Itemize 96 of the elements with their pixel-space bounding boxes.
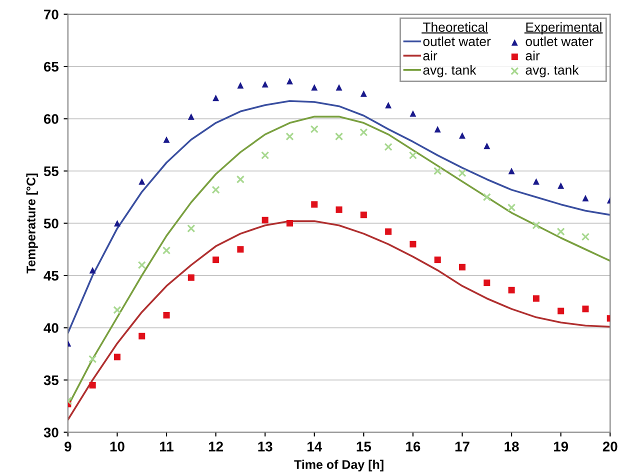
point xyxy=(212,186,220,194)
point xyxy=(508,168,515,174)
point xyxy=(261,151,270,160)
point xyxy=(458,169,466,178)
point xyxy=(88,355,97,364)
point xyxy=(410,110,416,117)
point xyxy=(556,228,565,236)
point xyxy=(262,81,268,88)
point xyxy=(163,312,170,318)
x-tick-label: 20 xyxy=(602,442,618,452)
point xyxy=(89,267,96,274)
point xyxy=(162,246,171,255)
point xyxy=(434,166,442,176)
y-axis-title: Temperature [°C] xyxy=(26,174,38,274)
point xyxy=(212,256,220,264)
x-tick-label: 10 xyxy=(110,442,124,452)
legend-label: air xyxy=(526,50,540,60)
x-tick-label: 16 xyxy=(406,442,420,452)
point xyxy=(188,274,194,281)
point xyxy=(310,125,318,134)
y-tick-label: 40 xyxy=(44,323,58,333)
point xyxy=(262,216,268,224)
point xyxy=(360,212,367,218)
point xyxy=(434,256,441,264)
point xyxy=(508,286,515,294)
point xyxy=(385,228,392,235)
point xyxy=(311,84,318,91)
legend-label: outlet water xyxy=(526,36,594,46)
point xyxy=(114,220,120,227)
point xyxy=(459,264,466,270)
point xyxy=(212,94,220,102)
line-series xyxy=(68,220,610,421)
x-tick-label: 18 xyxy=(504,442,519,452)
point xyxy=(558,182,564,189)
x-tick-label: 19 xyxy=(554,442,568,452)
point xyxy=(237,246,244,253)
point xyxy=(410,240,416,248)
point xyxy=(434,126,441,132)
point xyxy=(384,142,392,152)
point xyxy=(286,132,294,141)
point xyxy=(334,132,344,141)
x-tick-label: 12 xyxy=(208,442,223,452)
point xyxy=(114,354,120,360)
point xyxy=(138,332,146,340)
point xyxy=(385,102,392,108)
line-series xyxy=(68,100,610,334)
point xyxy=(89,382,96,388)
legend-label: outlet water xyxy=(423,36,491,46)
x-tick-label: 17 xyxy=(455,442,470,452)
point xyxy=(336,84,342,91)
point xyxy=(237,82,244,89)
x-tick-label: 13 xyxy=(258,442,272,452)
x-axis-title: Time of Day [h] xyxy=(294,460,384,472)
y-tick-label: 50 xyxy=(44,218,58,228)
point xyxy=(138,178,146,185)
point xyxy=(482,193,491,202)
point xyxy=(408,151,418,160)
y-tick-label: 35 xyxy=(44,375,59,386)
legend-label: avg. tank xyxy=(526,65,579,78)
point xyxy=(187,224,196,233)
y-tick-label: 60 xyxy=(44,114,58,124)
point xyxy=(360,128,368,136)
point xyxy=(286,220,293,227)
point xyxy=(532,221,540,230)
point xyxy=(532,178,540,185)
point xyxy=(113,306,122,314)
annotation: Experimental xyxy=(526,22,602,34)
point xyxy=(558,308,564,314)
point xyxy=(163,136,170,143)
point xyxy=(336,206,342,213)
x-tick-label: 11 xyxy=(160,442,174,452)
legend-label: avg. tank xyxy=(423,65,476,78)
point xyxy=(484,280,490,286)
point xyxy=(581,232,590,241)
x-tick-label: 14 xyxy=(308,442,322,452)
point xyxy=(138,260,146,270)
point xyxy=(311,201,318,208)
y-tick-label: 70 xyxy=(44,10,58,20)
point xyxy=(582,194,589,202)
point xyxy=(484,142,490,150)
legend-label: air xyxy=(423,50,438,60)
y-tick-label: 65 xyxy=(44,62,59,72)
y-tick-label: 45 xyxy=(44,270,59,281)
y-tick-label: 55 xyxy=(44,166,59,176)
point xyxy=(286,78,293,84)
x-tick-label: 9 xyxy=(64,442,72,452)
point xyxy=(188,113,194,120)
y-tick-label: 30 xyxy=(44,428,58,438)
x-tick-label: 15 xyxy=(356,442,372,452)
annotation: Theoretical xyxy=(423,22,488,32)
point xyxy=(360,90,367,97)
point xyxy=(532,295,540,302)
point xyxy=(459,132,466,139)
point xyxy=(236,175,245,184)
point xyxy=(582,306,589,312)
point xyxy=(507,203,516,212)
